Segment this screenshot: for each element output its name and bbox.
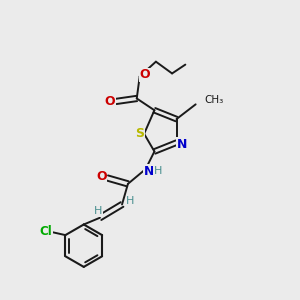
- Text: S: S: [135, 127, 144, 140]
- Text: H: H: [154, 166, 162, 176]
- Text: O: O: [96, 170, 107, 183]
- Text: O: O: [104, 95, 115, 108]
- Text: H: H: [94, 206, 103, 216]
- Text: O: O: [140, 68, 150, 81]
- Text: N: N: [144, 165, 154, 178]
- Text: CH₃: CH₃: [205, 95, 224, 105]
- Text: H: H: [126, 196, 134, 206]
- Text: N: N: [177, 138, 187, 151]
- Text: Cl: Cl: [39, 225, 52, 238]
